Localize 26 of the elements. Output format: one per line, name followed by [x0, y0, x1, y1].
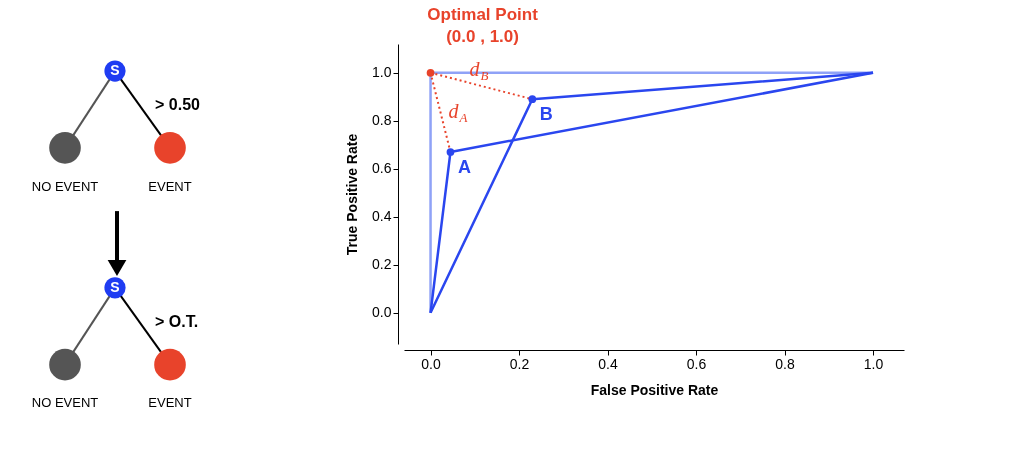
x-tick-label: 0.2 [509, 355, 530, 372]
x-tick-label: 1.0 [863, 355, 884, 372]
text: EVENT [148, 395, 192, 411]
y-tick-label: 1.0 [372, 64, 392, 81]
text: S [110, 62, 120, 79]
text: > O.T. [155, 313, 199, 331]
text: > 0.50 [155, 96, 201, 114]
y-tick-label: 0.6 [372, 160, 392, 177]
text: NO EVENT [31, 178, 99, 194]
y-tick-label: 0.2 [372, 256, 392, 273]
x-axis-title: False Positive Rate [590, 381, 719, 398]
y-tick-label: 0.8 [372, 112, 392, 129]
x-tick-label: 0.0 [421, 355, 441, 372]
text: NO EVENT [31, 395, 99, 411]
text: EVENT [148, 178, 192, 194]
x-tick-label: 0.6 [686, 355, 707, 372]
annotation: Optimal Point [427, 4, 539, 24]
x-tick-label: 0.8 [775, 355, 795, 372]
x-tick-label: 0.4 [598, 355, 618, 372]
series-label: A [457, 157, 471, 177]
series-label: B [539, 104, 553, 125]
annotation: (0.0 , 1.0) [446, 26, 519, 46]
y-tick-label: 0.4 [372, 208, 392, 225]
y-tick-label: 0.0 [372, 304, 392, 321]
text: S [110, 278, 120, 295]
y-axis-title: True Positive Rate [344, 133, 361, 256]
